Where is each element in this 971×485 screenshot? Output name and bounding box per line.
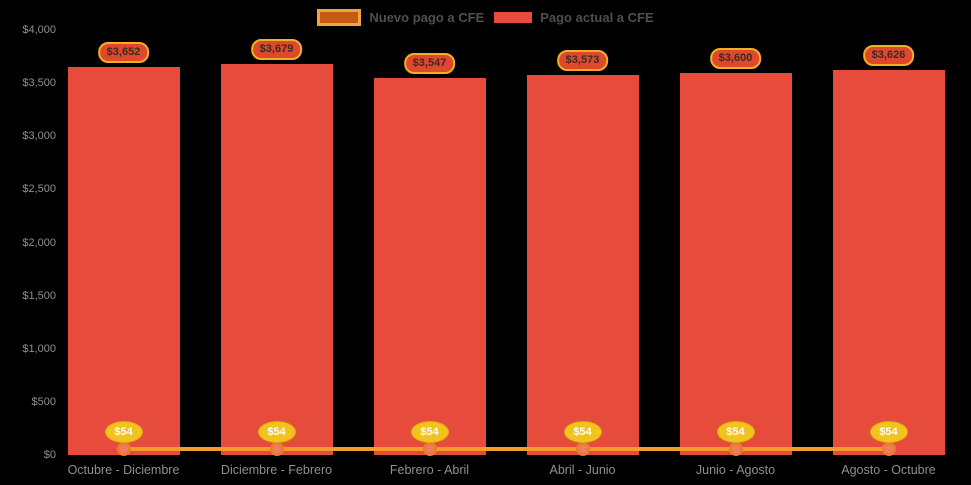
y-axis-tick: $1,500 xyxy=(22,289,56,302)
bar-pago-actual-4[interactable] xyxy=(679,72,792,455)
legend-item-nuevo-pago[interactable]: Nuevo pago a CFE xyxy=(317,8,485,26)
y-axis-tick: $3,000 xyxy=(22,130,56,143)
bar-value-label-3: $3,573 xyxy=(556,50,609,72)
nuevo-pago-line[interactable] xyxy=(123,447,889,452)
line-value-label-0: $54 xyxy=(104,421,143,444)
y-axis-tick: $2,500 xyxy=(22,183,56,196)
legend: Nuevo pago a CFE Pago actual a CFE xyxy=(0,7,971,27)
y-axis-tick: $2,000 xyxy=(22,236,56,249)
legend-label-nuevo-pago: Nuevo pago a CFE xyxy=(369,9,485,25)
y-axis-tick: $1,000 xyxy=(22,342,56,355)
bar-pago-actual-5[interactable] xyxy=(832,69,945,455)
bar-value-label-4: $3,600 xyxy=(709,47,762,69)
x-axis-label: Febrero - Abril xyxy=(389,463,470,477)
bar-pago-actual-0[interactable] xyxy=(67,66,180,455)
line-point-2[interactable] xyxy=(422,442,437,457)
line-value-label-4: $54 xyxy=(716,421,755,444)
line-point-1[interactable] xyxy=(269,442,284,457)
bar-value-label-1: $3,679 xyxy=(250,39,303,61)
x-axis-label: Octubre - Diciembre xyxy=(67,463,180,477)
line-value-label-1: $54 xyxy=(257,421,296,444)
bar-value-label-0: $3,652 xyxy=(97,41,150,63)
bar-pago-actual-3[interactable] xyxy=(526,75,639,455)
line-value-label-3: $54 xyxy=(563,421,602,444)
y-axis-tick: $500 xyxy=(31,395,56,408)
line-point-3[interactable] xyxy=(575,442,590,457)
line-point-0[interactable] xyxy=(116,442,131,457)
x-axis-label: Junio - Agosto xyxy=(695,463,776,477)
line-value-label-5: $54 xyxy=(869,421,908,444)
x-axis-label: Agosto - Octubre xyxy=(841,463,936,477)
legend-label-pago-actual: Pago actual a CFE xyxy=(540,9,654,25)
y-axis-tick: $3,500 xyxy=(22,77,56,90)
legend-swatch-pago-actual xyxy=(494,11,533,23)
line-point-5[interactable] xyxy=(881,442,896,457)
legend-swatch-nuevo-pago xyxy=(317,8,362,26)
x-axis-label: Diciembre - Febrero xyxy=(220,463,333,477)
legend-item-pago-actual[interactable]: Pago actual a CFE xyxy=(494,9,654,25)
bar-pago-actual-2[interactable] xyxy=(373,78,486,455)
line-value-label-2: $54 xyxy=(410,421,449,444)
x-axis-label: Abril - Junio xyxy=(549,463,616,477)
bar-value-label-2: $3,547 xyxy=(403,53,456,75)
y-axis-tick: $4,000 xyxy=(22,24,56,36)
bar-value-label-5: $3,626 xyxy=(862,44,915,66)
y-axis-tick: $0 xyxy=(43,449,56,461)
line-point-4[interactable] xyxy=(728,442,743,457)
bar-pago-actual-1[interactable] xyxy=(220,64,333,455)
